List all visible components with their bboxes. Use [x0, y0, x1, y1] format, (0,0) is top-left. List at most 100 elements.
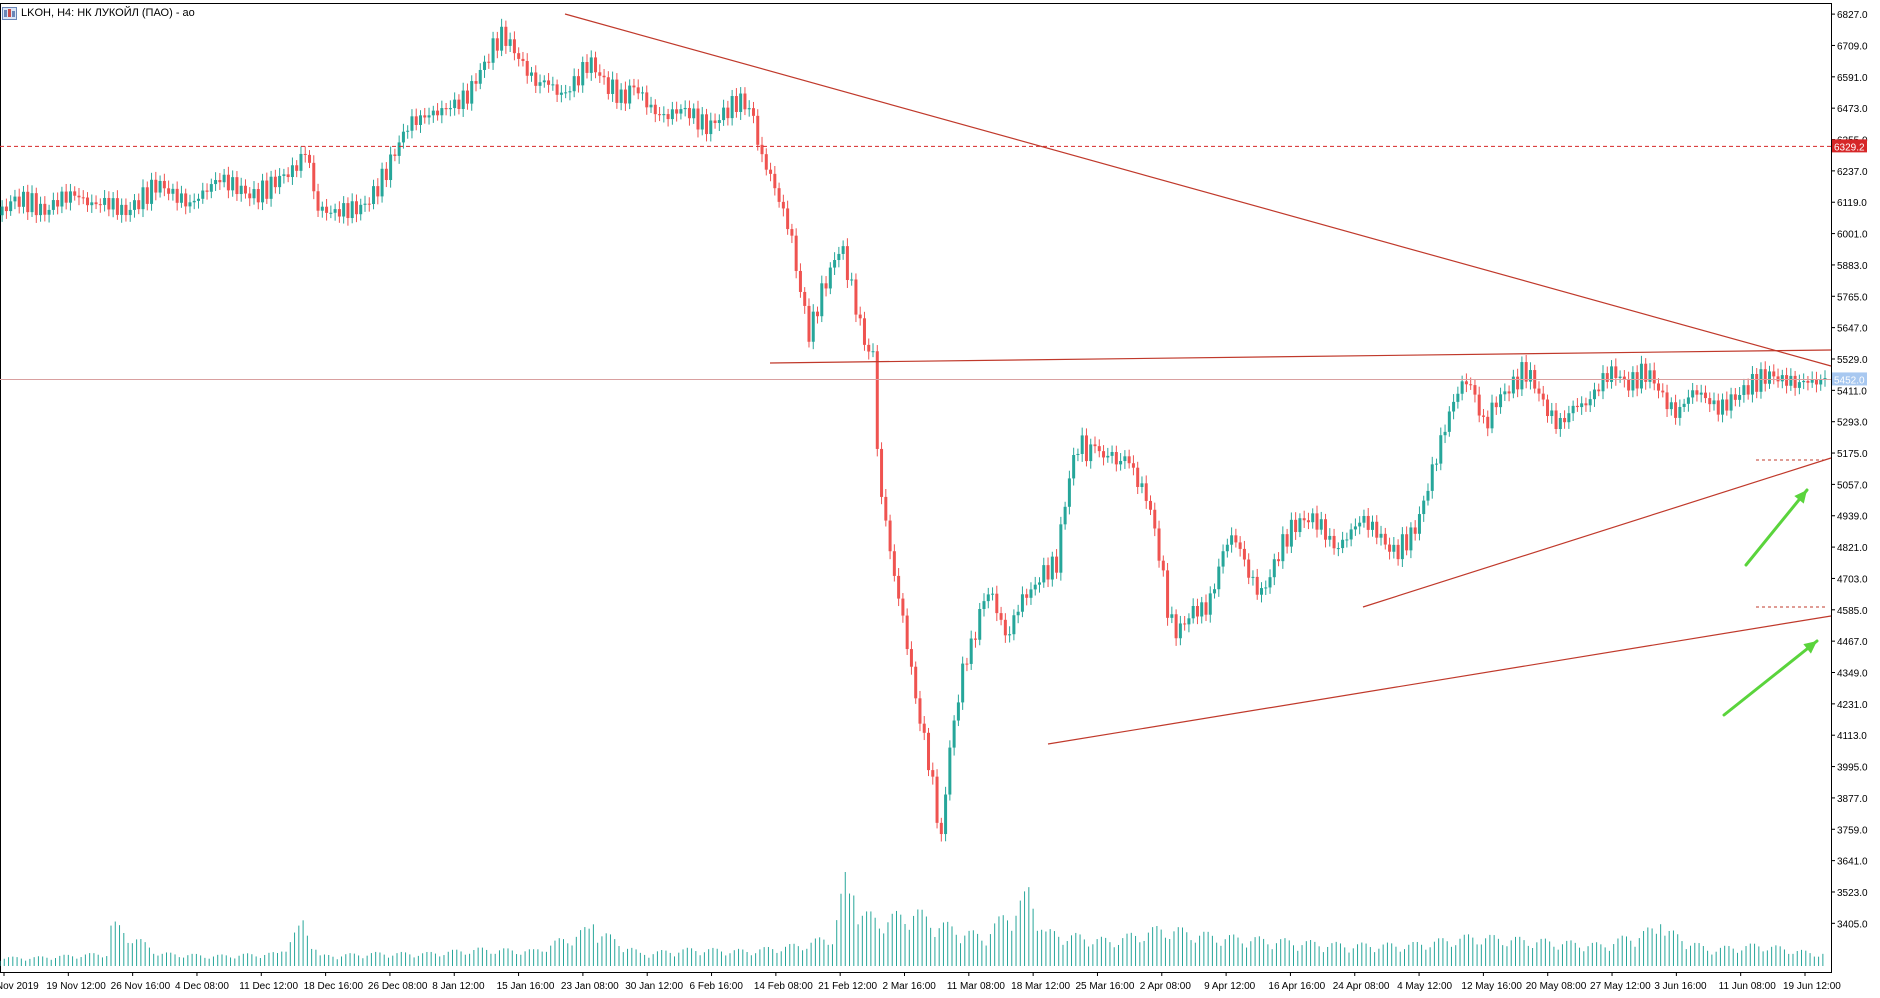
y-tick-label: 6473.0 [1837, 104, 1868, 115]
candle-down [602, 75, 606, 78]
candle-down [756, 115, 760, 145]
candle-up [1417, 514, 1421, 534]
candle-up [1033, 584, 1037, 590]
candle-up [1251, 576, 1255, 578]
y-tick-label: 6001.0 [1837, 230, 1868, 241]
candle-down [1584, 403, 1588, 406]
candle-down [124, 204, 128, 216]
candle-down [1785, 375, 1789, 386]
candle-down [687, 107, 691, 119]
y-tick-label: 6827.0 [1837, 10, 1868, 21]
candle-up [1191, 605, 1195, 619]
candle-down [167, 188, 171, 194]
x-tick-label: 6 Feb 16:00 [690, 981, 744, 992]
candle-down [1695, 390, 1699, 395]
candle-up [1178, 623, 1182, 639]
candle-down [218, 180, 222, 183]
candle-down [205, 190, 209, 192]
candle-up [1699, 392, 1703, 395]
candle-up [1328, 535, 1332, 540]
candle-up [1050, 556, 1054, 580]
candle-up [969, 638, 973, 664]
candle-down [1277, 559, 1281, 562]
candle-down [615, 79, 619, 103]
candle-down [1285, 534, 1289, 547]
candle-up [39, 203, 43, 216]
candle-up [1460, 381, 1464, 394]
candle-up [679, 109, 683, 114]
y-tick-label: 5883.0 [1837, 261, 1868, 272]
descending-trendline [564, 13, 1832, 367]
candle-up [320, 206, 324, 211]
y-tick-label: 4821.0 [1837, 543, 1868, 554]
candle-down [393, 154, 397, 156]
candle-up [269, 176, 273, 199]
candle-down [1494, 402, 1498, 408]
y-tick-label: 4349.0 [1837, 669, 1868, 680]
candle-down [1575, 405, 1579, 408]
candle-up [952, 720, 956, 748]
candle-down [1473, 385, 1477, 395]
candle-up [1230, 535, 1234, 545]
candle-down [1806, 380, 1810, 383]
candle-up [478, 69, 482, 84]
candle-down [1507, 391, 1511, 394]
candle-down [1234, 535, 1238, 543]
x-tick-label: 2 Apr 08:00 [1140, 981, 1192, 992]
candle-up [1289, 519, 1293, 547]
candle-down [423, 115, 427, 118]
candle-up [1797, 382, 1801, 388]
candle-up [329, 212, 333, 214]
candle-up [389, 154, 393, 181]
candle-up [1631, 372, 1635, 391]
candle-down [1708, 398, 1712, 405]
candle-up [1336, 548, 1340, 550]
candle-down [495, 38, 499, 51]
candle-down [777, 188, 781, 202]
candle-up [1729, 394, 1733, 411]
candle-up [1225, 544, 1229, 552]
candle-up [290, 165, 294, 178]
candle-up [538, 82, 542, 86]
candle-down [632, 85, 636, 88]
candle-down [892, 551, 896, 576]
y-tick-label: 5293.0 [1837, 418, 1868, 429]
candle-down [436, 110, 440, 116]
candle-down [534, 72, 538, 86]
candle-down [1597, 389, 1601, 392]
candle-up [649, 104, 653, 108]
candle-up [470, 81, 474, 104]
candle-up [9, 201, 13, 212]
candle-down [666, 114, 670, 120]
candle-up [1712, 400, 1716, 405]
candle-down [98, 204, 102, 206]
candle-down [94, 202, 98, 205]
candle-up [1059, 524, 1063, 573]
x-tick-label: 3 Jun 16:00 [1654, 981, 1707, 992]
candle-up [222, 174, 226, 183]
x-tick-label: 27 May 12:00 [1590, 981, 1651, 992]
candle-up [47, 209, 51, 215]
candle-up [833, 260, 837, 268]
candle-up [1110, 452, 1114, 456]
candle-up [1819, 379, 1823, 385]
candle-up [342, 203, 346, 217]
candle-down [769, 169, 773, 174]
candle-down [1183, 623, 1187, 625]
x-tick-label: 19 Jun 12:00 [1783, 981, 1841, 992]
candle-down [115, 198, 119, 215]
candle-down [325, 206, 329, 213]
candle-up [730, 96, 734, 119]
candle-down [888, 520, 892, 552]
candle-down [1136, 467, 1140, 487]
candle-up [1550, 410, 1554, 417]
candle-down [1131, 463, 1135, 468]
candle-down [1657, 383, 1661, 391]
candle-up [559, 92, 563, 95]
candle-up [1802, 380, 1806, 383]
candle-down [790, 229, 794, 236]
candle-down [1324, 519, 1328, 540]
candle-down [17, 196, 21, 207]
candle-up [871, 351, 875, 353]
